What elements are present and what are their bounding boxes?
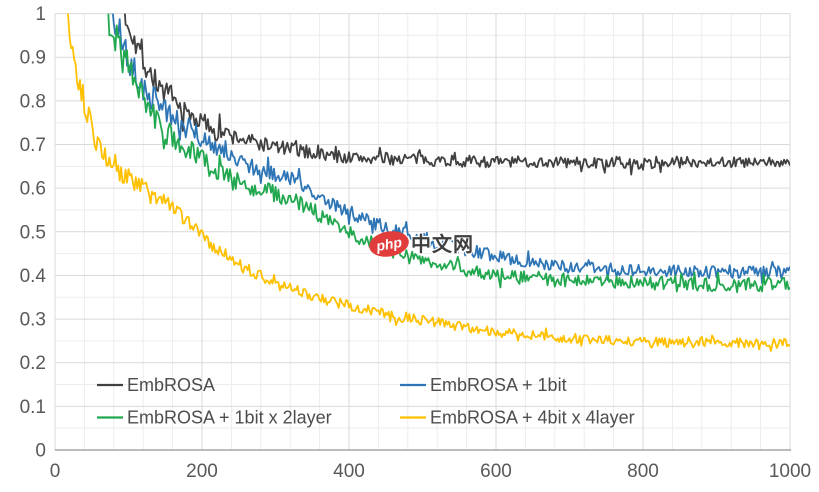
x-axis-tick-label: 200: [186, 461, 218, 482]
series-line-embrosa-1bit-x-2layer: [107, 13, 790, 294]
watermark-php-badge: [369, 231, 409, 257]
legend-label: EmbROSA: [127, 375, 215, 395]
x-axis-tick-label: 600: [480, 461, 512, 482]
legend-label: EmbROSA + 1bit x 2layer: [127, 408, 332, 428]
watermark-badge-text: php: [374, 234, 403, 254]
x-axis-tick-label: 400: [333, 461, 365, 482]
x-axis-tick-label: 0: [50, 461, 61, 482]
y-axis-tick-label: 0.1: [20, 397, 46, 418]
y-axis-tick-label: 0: [35, 441, 46, 462]
series-line-embrosa-1bit: [110, 13, 790, 284]
series-line-embrosa-4bit-x-4layer: [66, 13, 790, 352]
y-axis-tick-label: 1: [35, 4, 46, 25]
watermark-site-name: 中文网: [411, 232, 474, 256]
y-axis-tick-label: 0.7: [20, 135, 46, 156]
legend-label: EmbROSA + 1bit: [430, 375, 567, 395]
legend-label: EmbROSA + 4bit x 4layer: [430, 408, 635, 428]
series-line-embrosa: [123, 13, 790, 176]
y-axis-tick-label: 0.8: [20, 91, 46, 112]
y-axis-tick-label: 0.3: [20, 310, 46, 331]
x-axis-tick-label: 1000: [769, 461, 811, 482]
y-axis-tick-label: 0.4: [20, 266, 47, 287]
y-axis-tick-label: 0.9: [20, 48, 46, 69]
y-axis-tick-label: 0.2: [20, 353, 46, 374]
y-axis-tick-label: 0.6: [20, 179, 46, 200]
y-axis-tick-label: 0.5: [20, 222, 46, 243]
x-axis-tick-label: 800: [627, 461, 659, 482]
